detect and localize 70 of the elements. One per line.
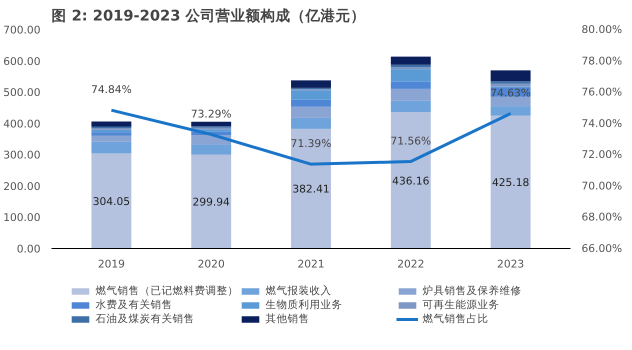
bar — [390, 56, 431, 65]
legend-label: 可再生能源业务 — [422, 298, 500, 312]
legend-label: 燃气销售（已记燃料费调整） — [96, 284, 238, 298]
bar — [91, 142, 132, 154]
data-label: 436.16 — [392, 174, 430, 188]
x-tick-label: 2023 — [497, 258, 524, 270]
bar — [490, 81, 531, 84]
bar — [490, 84, 531, 87]
x-tick-label: 2021 — [297, 258, 325, 270]
line-series — [110, 108, 512, 166]
bar — [91, 121, 132, 126]
chart-title: 图 2: 2019-2023 公司营业额构成（亿港元） — [52, 6, 366, 24]
y-tick-label: 0.00 — [16, 242, 41, 256]
x-tick-label: 2020 — [198, 258, 225, 270]
bar — [191, 144, 232, 155]
y2-tick-label: 76.00% — [582, 86, 622, 99]
data-label: 74.63% — [490, 86, 531, 100]
data-label: 73.29% — [190, 107, 232, 120]
y2-tick-label: 68.00% — [582, 210, 622, 224]
y-tick-label: 100.00 — [3, 211, 41, 224]
legend-label: 炉具销售及保养维修 — [422, 284, 522, 298]
y-tick-label: 300.00 — [3, 148, 41, 162]
data-label: 71.39% — [290, 137, 332, 150]
bar — [390, 100, 431, 112]
bar — [291, 128, 331, 248]
data-label: 299.94 — [192, 196, 230, 209]
bar — [291, 90, 331, 100]
bar — [390, 69, 431, 82]
y-tick-label: 400.00 — [3, 117, 41, 130]
bar — [390, 82, 431, 89]
bar — [191, 122, 232, 126]
legend-label: 生物质利用业务 — [266, 298, 344, 312]
x-tick-label: 2022 — [397, 258, 424, 270]
bar — [291, 118, 331, 129]
bar — [390, 112, 431, 248]
bar — [490, 70, 531, 82]
y2-tick-label: 70.00% — [582, 179, 622, 192]
bar — [91, 132, 132, 136]
bar — [91, 136, 132, 142]
legend-label: 水费及有关销售 — [96, 298, 174, 312]
legend-label: 其他销售 — [266, 312, 310, 326]
y2-tick-label: 72.00% — [582, 148, 622, 162]
bar — [291, 80, 331, 88]
y2-tick-label: 78.00% — [582, 54, 622, 68]
data-label: 425.18 — [492, 176, 530, 189]
data-label: 382.41 — [292, 182, 330, 196]
bar — [91, 153, 132, 248]
x-tick-label: 2019 — [98, 258, 126, 270]
y-tick-label: 500.00 — [3, 86, 41, 100]
data-label: 74.84% — [91, 83, 132, 96]
bar — [390, 64, 431, 68]
legend-label: 石油及煤炭有关销售 — [96, 312, 196, 326]
bar — [91, 130, 132, 132]
y2-tick-label: 80.00% — [582, 23, 622, 36]
bar — [490, 115, 531, 248]
bar — [191, 154, 232, 248]
bar — [490, 106, 531, 116]
legend-label: 燃气报装收入 — [266, 284, 332, 298]
bar — [291, 106, 331, 118]
y-tick-label: 200.00 — [3, 180, 41, 193]
y2-tick-label: 66.00% — [582, 242, 622, 255]
bar — [390, 88, 431, 101]
legend-label: 燃气销售占比 — [422, 312, 490, 326]
data-label: 71.56% — [390, 134, 432, 148]
y-tick-label: 700.00 — [3, 24, 41, 36]
bar — [490, 96, 531, 106]
bar — [291, 100, 331, 107]
y2-tick-label: 74.00% — [582, 116, 622, 130]
data-label: 304.05 — [92, 194, 130, 208]
y-tick-label: 600.00 — [3, 54, 41, 68]
